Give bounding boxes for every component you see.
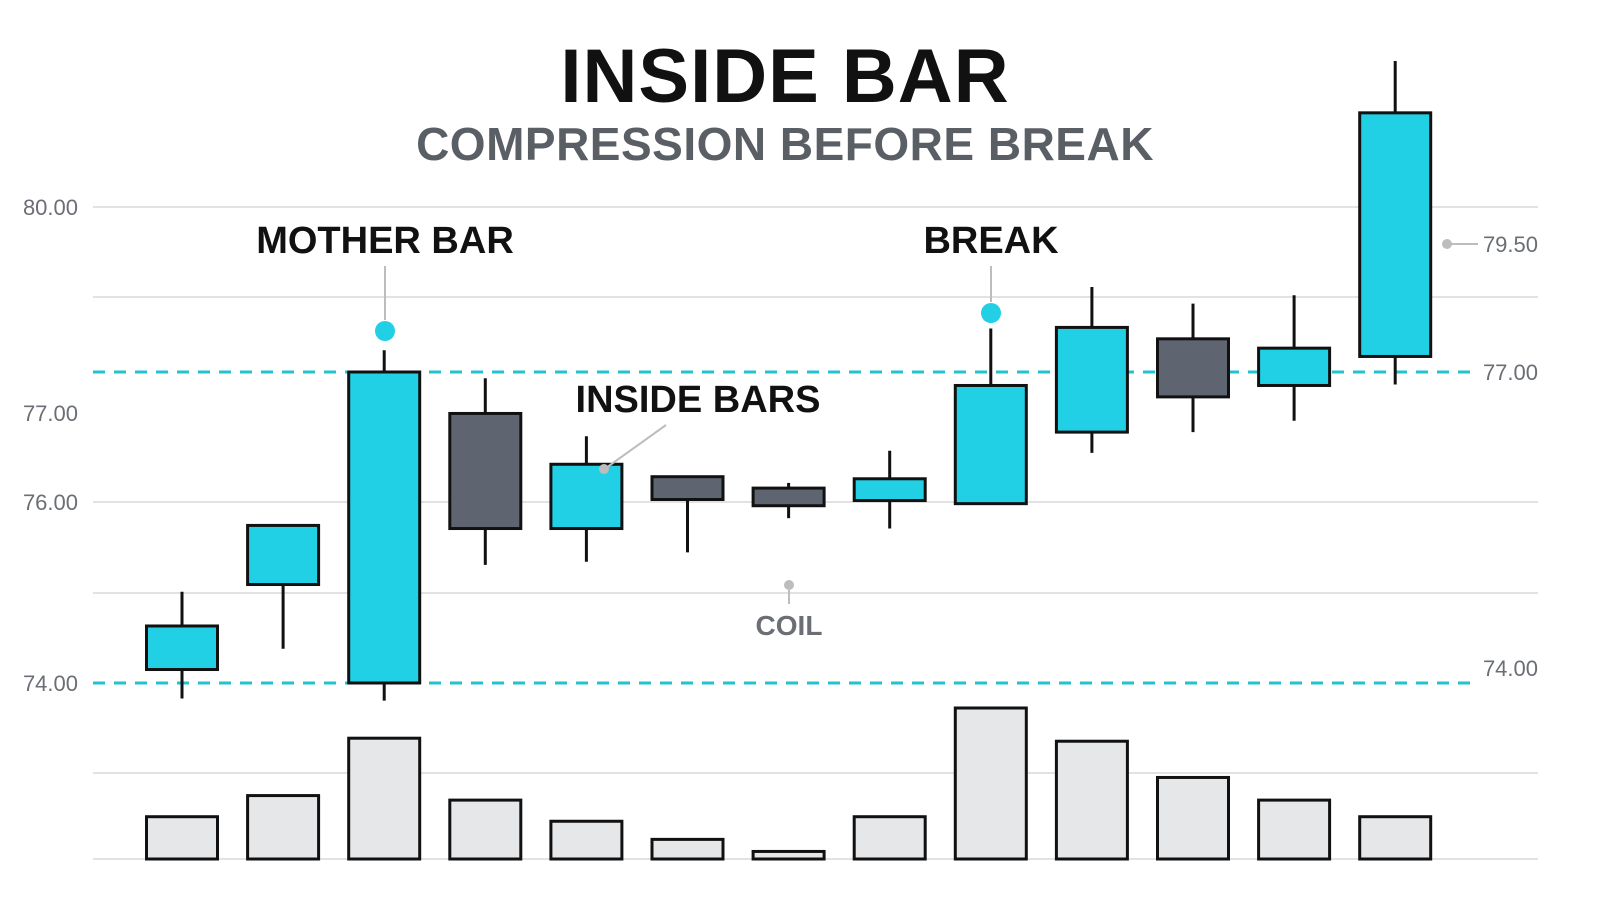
right-level-label: 79.50 xyxy=(1483,232,1538,257)
candle-body xyxy=(145,624,219,672)
candle xyxy=(1257,295,1332,421)
chart-subtitle: COMPRESSION BEFORE BREAK xyxy=(416,118,1154,170)
right-level-labels: 79.50 77.00 74.00 xyxy=(1442,232,1538,681)
volume-bar xyxy=(246,794,321,861)
candle-body xyxy=(852,477,927,503)
annotation-inside-bars: INSIDE BARS xyxy=(576,379,821,421)
candle-body xyxy=(549,462,624,531)
annotation-coil: COIL xyxy=(756,610,823,641)
candlesticks xyxy=(145,61,1433,701)
right-label-dot xyxy=(1442,239,1452,249)
candle-body xyxy=(448,411,523,531)
volume-bar xyxy=(1156,775,1230,861)
annotation-mother-bar: MOTHER BAR xyxy=(256,220,514,262)
chart-title: INSIDE BAR xyxy=(560,34,1009,119)
y-tick-label: 80.00 xyxy=(23,195,78,220)
candle-body xyxy=(953,383,1028,506)
annotation-mother-bar-dot xyxy=(375,321,395,341)
candle-body xyxy=(1054,325,1129,434)
annotation-inside-bars-leader xyxy=(605,424,667,469)
candle xyxy=(953,328,1028,506)
volume-bar xyxy=(953,706,1028,861)
annotations: MOTHER BAR INSIDE BARS COIL BREAK xyxy=(256,220,1059,641)
annotation-inside-bars-dot xyxy=(599,464,609,474)
annotation-coil-dot xyxy=(784,580,794,590)
candle-body xyxy=(751,486,826,508)
volume-bar xyxy=(448,798,523,861)
candle-body xyxy=(1156,337,1230,399)
volume-bar xyxy=(1054,739,1129,861)
candle xyxy=(1054,286,1129,453)
volume-bar xyxy=(347,736,422,861)
candle xyxy=(549,436,624,562)
y-axis-ticks: 80.00 77.00 76.00 74.00 xyxy=(23,195,78,696)
right-level-label: 74.00 xyxy=(1483,656,1538,681)
candle xyxy=(246,523,321,649)
annotation-break: BREAK xyxy=(923,220,1059,262)
candle xyxy=(1358,61,1433,385)
volume-bar xyxy=(650,837,725,861)
volume-bar xyxy=(751,849,826,861)
candle xyxy=(448,378,523,565)
volume-bar xyxy=(145,815,219,861)
y-tick-label: 76.00 xyxy=(23,490,78,515)
candle xyxy=(145,591,219,699)
right-level-label: 77.00 xyxy=(1483,360,1538,385)
volume-bar xyxy=(1358,815,1433,861)
candle xyxy=(751,482,826,519)
y-tick-label: 74.00 xyxy=(23,671,78,696)
candle xyxy=(1156,303,1230,433)
candle xyxy=(650,475,725,553)
candle-body xyxy=(1257,346,1332,387)
candle-body xyxy=(650,475,725,502)
candle-body xyxy=(246,523,321,587)
candle-body xyxy=(347,370,422,685)
candle xyxy=(347,350,422,701)
y-tick-label: 77.00 xyxy=(23,401,78,426)
volume-bar xyxy=(1257,798,1332,861)
candle xyxy=(852,450,927,529)
volume-bar xyxy=(549,819,624,861)
volume-bars xyxy=(145,706,1433,861)
volume-bar xyxy=(852,815,927,861)
annotation-break-dot xyxy=(981,303,1001,323)
candle-body xyxy=(1358,111,1433,358)
